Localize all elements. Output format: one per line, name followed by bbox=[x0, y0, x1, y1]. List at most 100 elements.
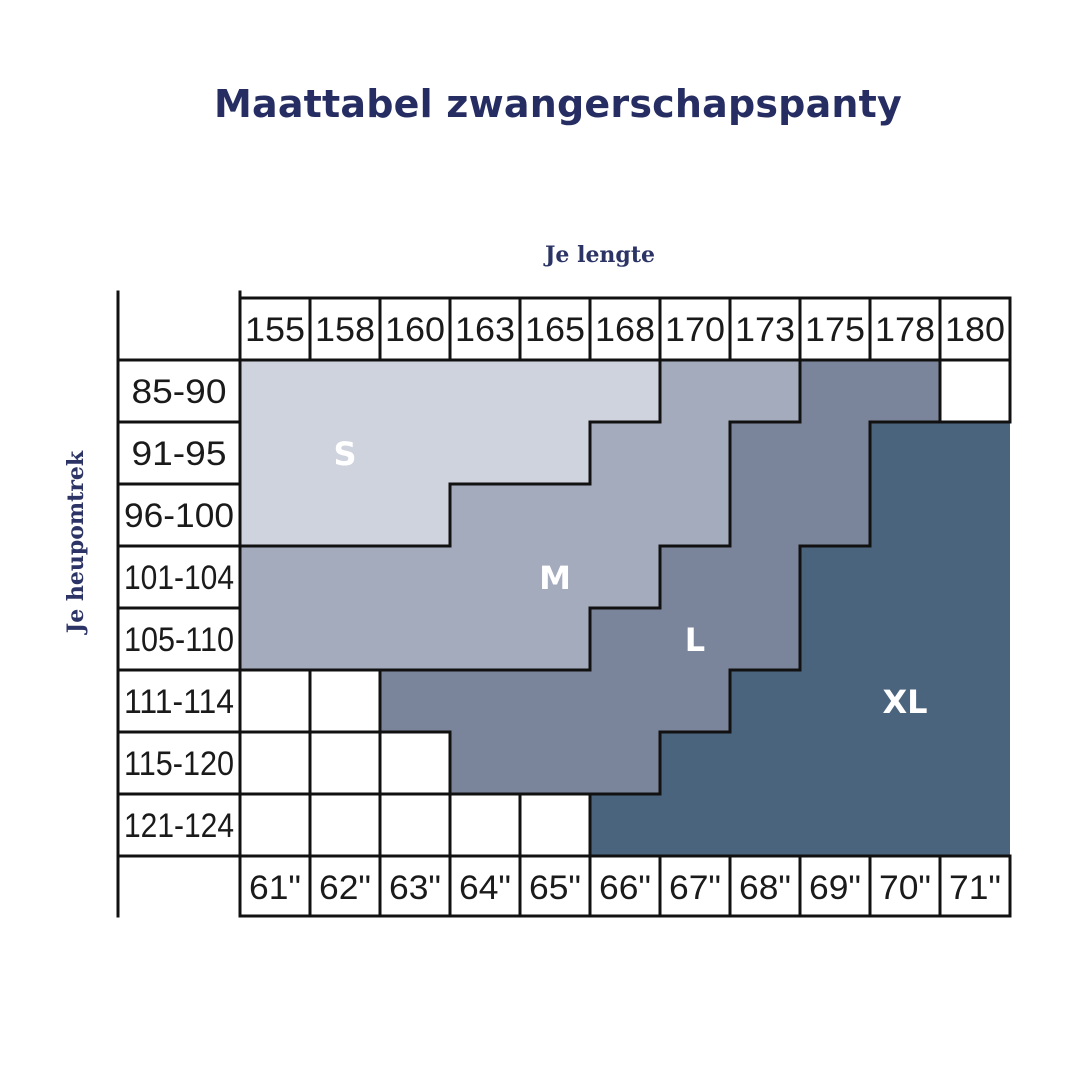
size-cell-xl bbox=[870, 670, 940, 732]
size-cell-xl bbox=[940, 794, 1010, 856]
height-cm-tick: 158 bbox=[315, 311, 375, 349]
hip-range-tick: 91-95 bbox=[132, 435, 227, 473]
size-cell-l bbox=[800, 360, 870, 422]
size-cell-m bbox=[450, 546, 520, 608]
size-cell-l bbox=[590, 608, 660, 670]
size-cell-m bbox=[240, 608, 310, 670]
height-cm-tick: 178 bbox=[875, 311, 935, 349]
size-cell-m bbox=[590, 422, 660, 484]
size-cell-xl bbox=[940, 546, 1010, 608]
size-cell-xl bbox=[730, 670, 800, 732]
size-cell-l bbox=[590, 670, 660, 732]
size-cell-s bbox=[240, 484, 310, 546]
size-cell-s bbox=[520, 422, 590, 484]
size-cell-xl bbox=[800, 670, 870, 732]
size-cell-l bbox=[870, 360, 940, 422]
size-cell-l bbox=[660, 670, 730, 732]
height-cm-tick: 173 bbox=[735, 311, 795, 349]
empty-cell bbox=[240, 732, 310, 794]
size-cell-m bbox=[660, 360, 730, 422]
height-in-tick: 65" bbox=[529, 869, 581, 907]
size-cell-xl bbox=[730, 732, 800, 794]
height-in-tick: 62" bbox=[319, 869, 371, 907]
height-cm-tick: 180 bbox=[945, 311, 1005, 349]
height-cm-tick: 163 bbox=[455, 311, 515, 349]
size-cell-l bbox=[730, 484, 800, 546]
height-in-tick: 66" bbox=[599, 869, 651, 907]
size-cell-xl bbox=[940, 608, 1010, 670]
size-cell-m bbox=[240, 546, 310, 608]
size-cell-m bbox=[450, 608, 520, 670]
size-cell-xl bbox=[870, 732, 940, 794]
size-cell-l bbox=[520, 670, 590, 732]
height-cm-tick: 168 bbox=[595, 311, 655, 349]
size-cell-s bbox=[310, 484, 380, 546]
size-cell-s bbox=[450, 422, 520, 484]
size-cell-s bbox=[240, 422, 310, 484]
size-cell-l bbox=[730, 422, 800, 484]
height-cm-tick: 165 bbox=[525, 311, 585, 349]
empty-cell bbox=[520, 794, 590, 856]
size-cell-m bbox=[730, 360, 800, 422]
page-title: Maattabel zwangerschapspanty bbox=[213, 82, 903, 126]
size-cell-s bbox=[450, 360, 520, 422]
size-cell-m bbox=[520, 484, 590, 546]
size-cell-l bbox=[450, 732, 520, 794]
size-cell-s bbox=[380, 422, 450, 484]
hip-range-tick: 105-110 bbox=[124, 621, 234, 659]
size-cell-m bbox=[310, 608, 380, 670]
size-cell-xl bbox=[940, 732, 1010, 794]
height-cm-tick: 175 bbox=[805, 311, 865, 349]
size-cell-l bbox=[660, 608, 730, 670]
hip-range-tick: 121-124 bbox=[124, 807, 234, 845]
size-cell-xl bbox=[940, 422, 1010, 484]
empty-cell bbox=[240, 670, 310, 732]
empty-cell bbox=[310, 732, 380, 794]
empty-cell bbox=[310, 670, 380, 732]
empty-cell bbox=[380, 732, 450, 794]
hip-range-tick: 111-114 bbox=[124, 683, 234, 721]
size-cell-xl bbox=[940, 670, 1010, 732]
height-in-tick: 70" bbox=[879, 869, 931, 907]
size-cell-l bbox=[590, 732, 660, 794]
size-cell-xl bbox=[660, 732, 730, 794]
size-cell-l bbox=[730, 608, 800, 670]
size-cell-m bbox=[310, 546, 380, 608]
size-cell-l bbox=[380, 670, 450, 732]
size-cell-m bbox=[380, 608, 450, 670]
size-cell-xl bbox=[800, 732, 870, 794]
size-cell-m bbox=[380, 546, 450, 608]
size-label-xl: XL bbox=[882, 683, 927, 721]
size-cell-xl bbox=[590, 794, 660, 856]
size-cell-m bbox=[590, 546, 660, 608]
size-cell-xl bbox=[870, 546, 940, 608]
size-cell-l bbox=[730, 546, 800, 608]
size-cell-s bbox=[310, 360, 380, 422]
size-cell-xl bbox=[800, 794, 870, 856]
height-in-tick: 71" bbox=[949, 869, 1001, 907]
size-cell-l bbox=[520, 732, 590, 794]
size-cell-l bbox=[800, 422, 870, 484]
size-cell-xl bbox=[940, 484, 1010, 546]
size-cell-s bbox=[520, 360, 590, 422]
size-cell-m bbox=[520, 546, 590, 608]
empty-cell bbox=[380, 794, 450, 856]
size-cell-xl bbox=[870, 422, 940, 484]
x-axis-label: Je lengte bbox=[545, 242, 655, 268]
size-cell-l bbox=[660, 546, 730, 608]
height-in-tick: 68" bbox=[739, 869, 791, 907]
size-cell-xl bbox=[870, 484, 940, 546]
size-cell-m bbox=[450, 484, 520, 546]
size-cell-s bbox=[380, 484, 450, 546]
empty-cell bbox=[450, 794, 520, 856]
size-cell-l bbox=[450, 670, 520, 732]
hip-range-tick: 101-104 bbox=[124, 559, 234, 597]
size-cell-s bbox=[380, 360, 450, 422]
size-cell-m bbox=[590, 484, 660, 546]
height-cm-tick: 155 bbox=[245, 311, 305, 349]
size-cell-s bbox=[240, 360, 310, 422]
size-label-m: M bbox=[539, 559, 571, 597]
size-cell-xl bbox=[660, 794, 730, 856]
size-cell-xl bbox=[730, 794, 800, 856]
